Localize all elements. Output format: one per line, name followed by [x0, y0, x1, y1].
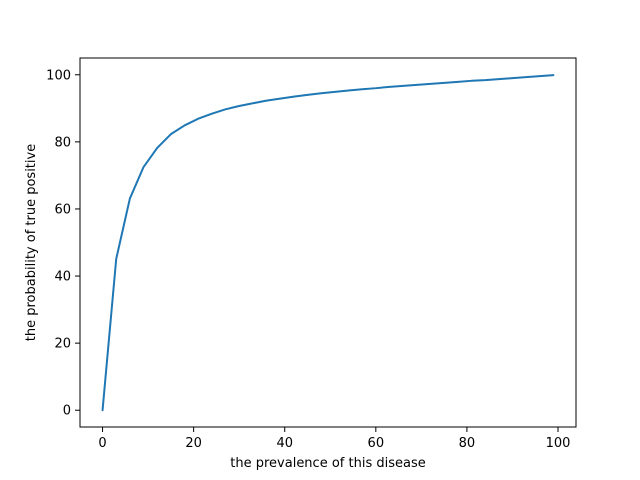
y-tick-label: 40: [54, 270, 71, 285]
plot-frame: [79, 57, 577, 428]
x-axis-ticks: 0 20 40 60 80 100: [98, 427, 570, 451]
y-tick-label: 100: [46, 68, 71, 83]
x-axis-title: the prevalence of this disease: [230, 456, 425, 471]
x-tick-label: 40: [276, 436, 293, 451]
x-tick-label: 100: [546, 436, 571, 451]
y-tick-label: 60: [54, 202, 71, 217]
x-tick-label: 60: [368, 436, 385, 451]
y-tick-label: 20: [54, 337, 71, 352]
x-tick-label: 80: [459, 436, 476, 451]
y-axis-title: the probability of true positive: [24, 144, 39, 341]
x-tick-label: 0: [98, 436, 106, 451]
y-tick-label: 0: [63, 404, 71, 419]
series-layer: [101, 74, 555, 412]
y-tick-label: 80: [54, 135, 71, 150]
plot-area: [80, 58, 576, 427]
y-axis-ticks: 0 20 40 60 80 100: [46, 68, 80, 419]
x-tick-label: 20: [185, 436, 202, 451]
series-line-0: [101, 74, 555, 412]
